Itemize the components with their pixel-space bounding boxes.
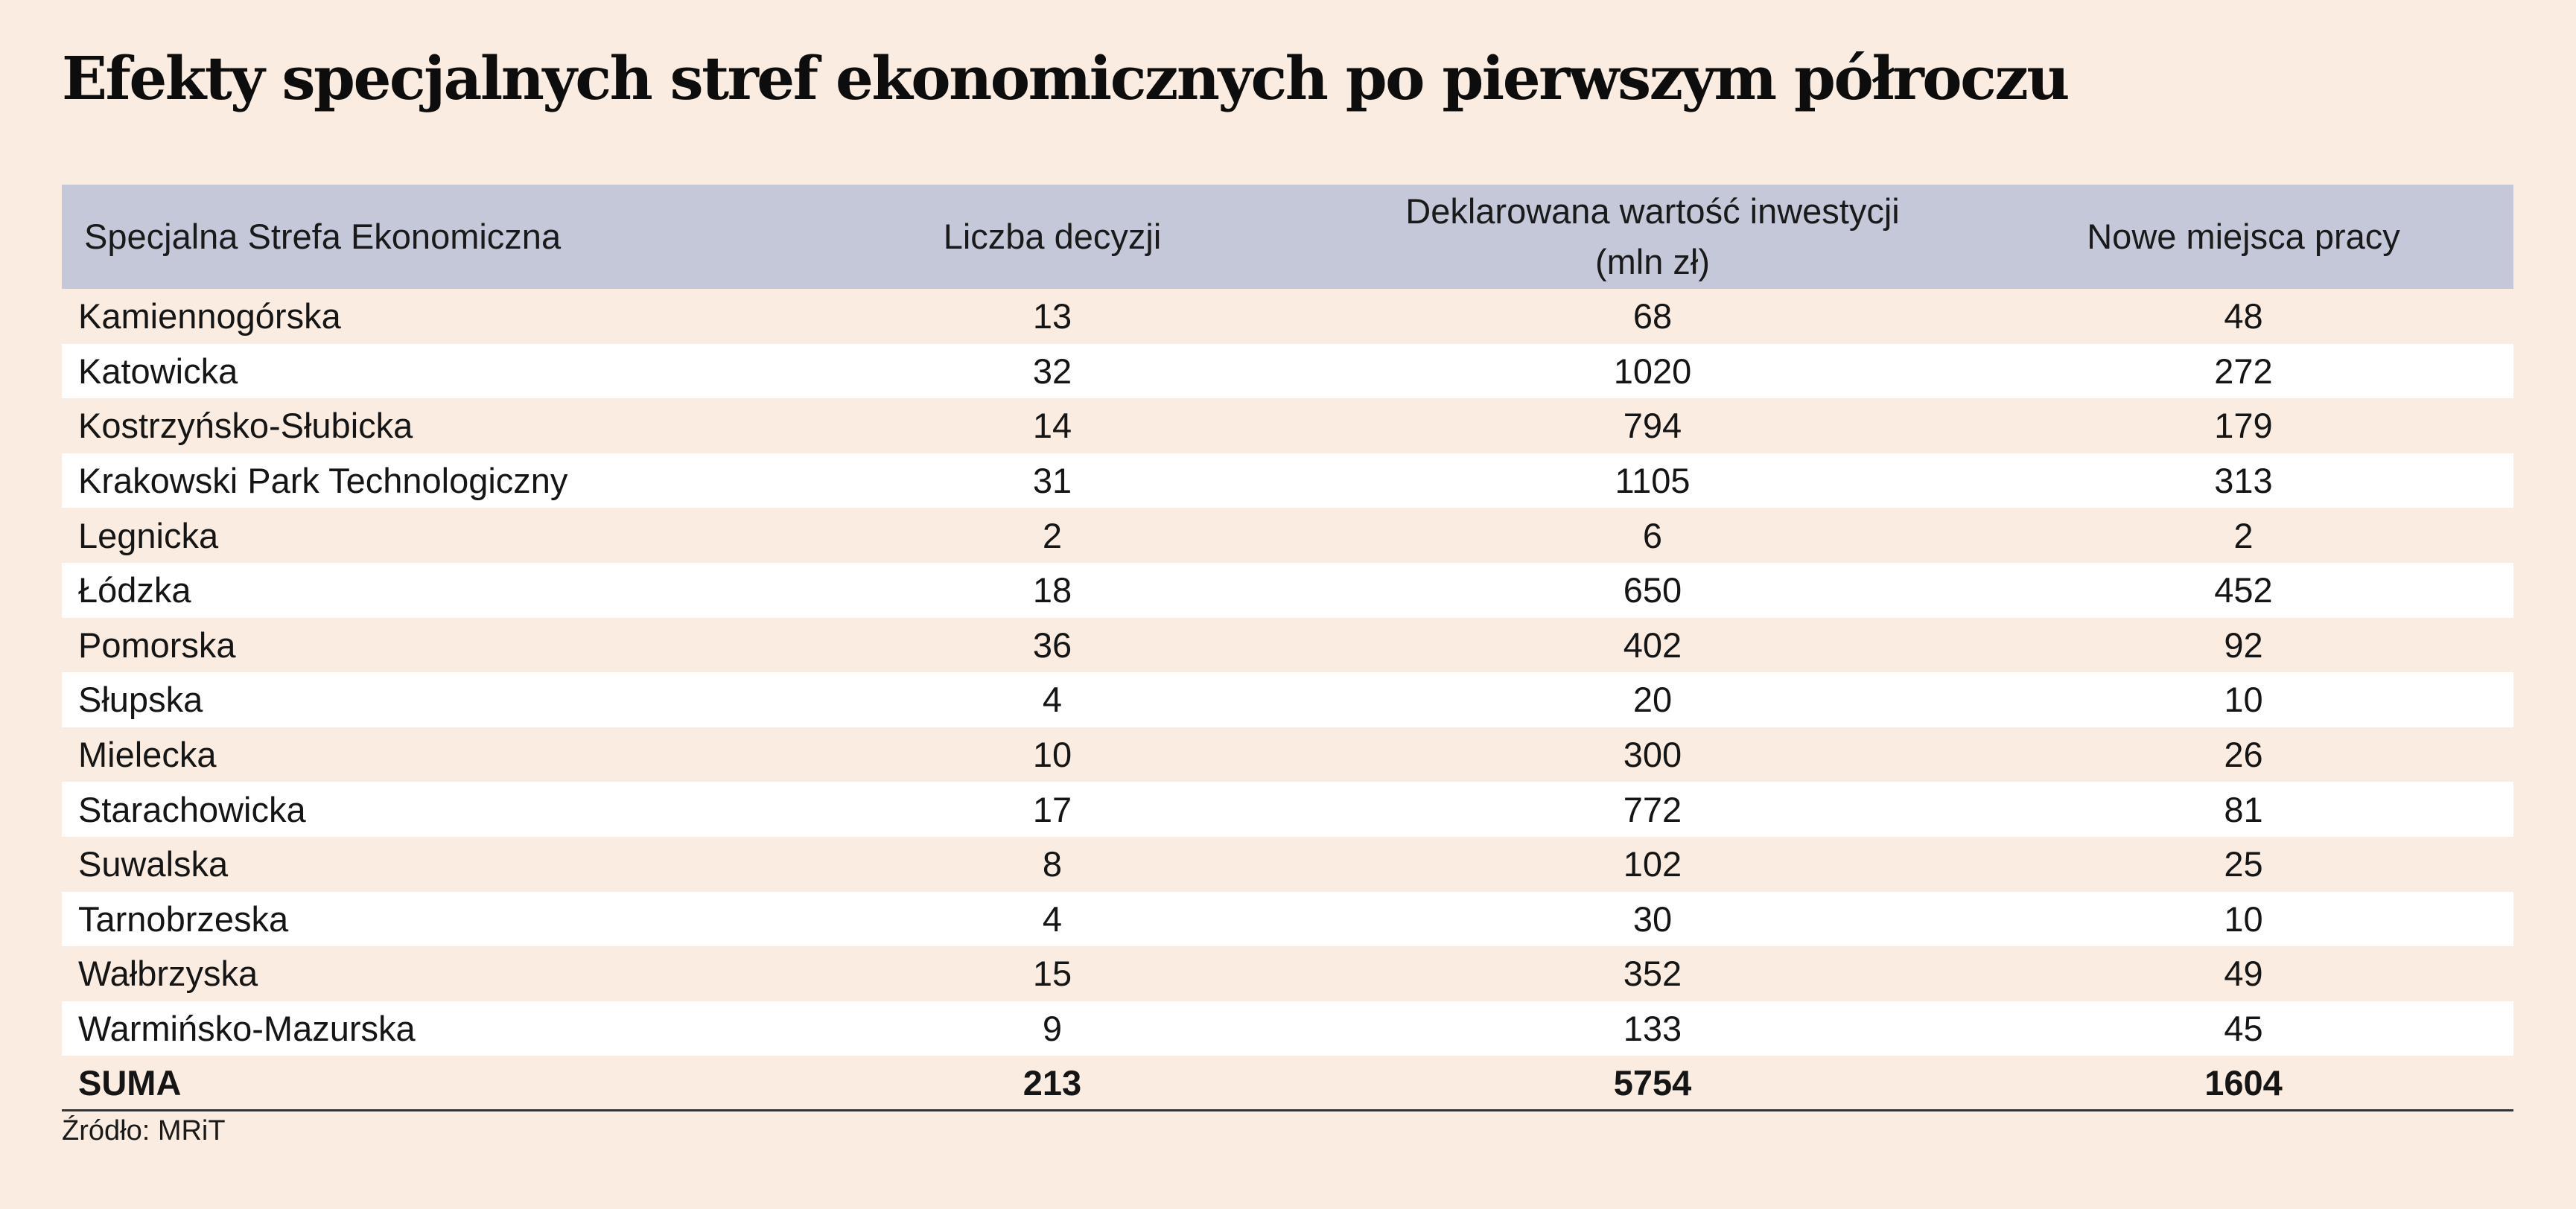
decisions-cell: 4 bbox=[1042, 680, 1063, 720]
jobs-cell: 10 bbox=[2224, 899, 2263, 939]
investment-cell: 402 bbox=[1623, 625, 1682, 665]
source-note: Źródło: MRiT bbox=[62, 1115, 226, 1146]
decisions-cell: 9 bbox=[1042, 1009, 1063, 1049]
table-row: Suwalska 8 102 25 bbox=[62, 836, 2513, 892]
header-investment: Deklarowana wartość inwestycji (mln zł) bbox=[1332, 185, 1974, 289]
investment-cell: 794 bbox=[1623, 406, 1682, 446]
header-investment-line1: Deklarowana wartość inwestycji bbox=[1405, 191, 1900, 231]
header-decisions: Liczba decyzji bbox=[943, 217, 1162, 256]
table-header: Specjalna Strefa Ekonomiczna Liczba decy… bbox=[62, 185, 2513, 289]
header-zone: Specjalna Strefa Ekonomiczna bbox=[84, 217, 562, 256]
jobs-cell: 26 bbox=[2224, 735, 2263, 775]
decisions-cell: 14 bbox=[1032, 406, 1072, 446]
decisions-cell: 31 bbox=[1032, 461, 1072, 501]
investment-cell: 300 bbox=[1623, 735, 1682, 775]
jobs-cell: 49 bbox=[2224, 954, 2263, 994]
zone-cell: Tarnobrzeska bbox=[78, 899, 289, 939]
table-row: Łódzka 18 650 452 bbox=[62, 562, 2513, 618]
total-investment-cell: 5754 bbox=[1613, 1062, 1692, 1103]
investment-cell: 1020 bbox=[1613, 351, 1692, 391]
decisions-cell: 15 bbox=[1032, 954, 1072, 994]
decisions-cell: 8 bbox=[1042, 844, 1063, 884]
investment-cell: 352 bbox=[1623, 954, 1682, 994]
table-row: Kostrzyńsko-Słubicka 14 794 179 bbox=[62, 398, 2513, 453]
table-row: Katowicka 32 1020 272 bbox=[62, 343, 2513, 399]
table-row: Krakowski Park Technologiczny 31 1105 313 bbox=[62, 453, 2513, 508]
zone-cell: Słupska bbox=[78, 680, 203, 720]
zone-cell: Wałbrzyska bbox=[78, 954, 258, 994]
table-row: Starachowicka 17 772 81 bbox=[62, 782, 2513, 837]
header-row: Specjalna Strefa Ekonomiczna Liczba decy… bbox=[62, 185, 2513, 289]
zone-cell: Łódzka bbox=[78, 570, 191, 610]
zone-cell: Suwalska bbox=[78, 844, 229, 884]
data-table-container: Specjalna Strefa Ekonomiczna Liczba decy… bbox=[62, 185, 2513, 1111]
table-row: Wałbrzyska 15 352 49 bbox=[62, 946, 2513, 1001]
data-table: Specjalna Strefa Ekonomiczna Liczba decy… bbox=[62, 185, 2513, 1111]
investment-cell: 68 bbox=[1632, 296, 1673, 336]
page-title: Efekty specjalnych stref ekonomicznych p… bbox=[62, 43, 2070, 113]
investment-cell: 772 bbox=[1623, 789, 1682, 829]
investment-cell: 30 bbox=[1632, 899, 1673, 939]
decisions-cell: 32 bbox=[1032, 351, 1072, 391]
decisions-cell: 2 bbox=[1042, 515, 1063, 555]
jobs-cell: 313 bbox=[2214, 461, 2273, 501]
jobs-cell: 179 bbox=[2214, 406, 2273, 446]
zone-cell: Starachowicka bbox=[78, 789, 306, 829]
investment-cell: 20 bbox=[1632, 680, 1673, 720]
investment-cell: 1105 bbox=[1615, 461, 1691, 501]
jobs-cell: 81 bbox=[2224, 789, 2263, 829]
decisions-cell: 13 bbox=[1032, 296, 1072, 336]
zone-cell: Mielecka bbox=[78, 735, 217, 775]
investment-cell: 650 bbox=[1623, 570, 1682, 610]
jobs-cell: 10 bbox=[2224, 680, 2263, 720]
zone-cell: Krakowski Park Technologiczny bbox=[78, 461, 568, 501]
zone-cell: Warmińsko-Mazurska bbox=[78, 1009, 416, 1049]
header-investment-unit: (mln zł) bbox=[1594, 242, 1711, 281]
investment-cell: 102 bbox=[1623, 844, 1682, 884]
decisions-cell: 17 bbox=[1032, 789, 1072, 829]
zone-cell: Kamiennogórska bbox=[78, 296, 341, 336]
decisions-cell: 18 bbox=[1032, 570, 1072, 610]
table-row: Pomorska 36 402 92 bbox=[62, 617, 2513, 673]
jobs-cell: 2 bbox=[2233, 515, 2254, 555]
investment-cell: 133 bbox=[1623, 1009, 1682, 1049]
zone-cell: Kostrzyńsko-Słubicka bbox=[78, 406, 413, 446]
table-row: Legnicka 2 6 2 bbox=[62, 508, 2513, 563]
zone-cell: Pomorska bbox=[78, 625, 236, 665]
table-row: Warmińsko-Mazurska 9 133 45 bbox=[62, 1001, 2513, 1056]
total-jobs-cell: 1604 bbox=[2204, 1062, 2283, 1103]
decisions-cell: 36 bbox=[1032, 625, 1072, 665]
jobs-cell: 25 bbox=[2224, 844, 2263, 884]
jobs-cell: 452 bbox=[2214, 570, 2273, 610]
total-decisions-cell: 213 bbox=[1023, 1062, 1082, 1103]
jobs-cell: 48 bbox=[2224, 296, 2263, 336]
table-row: Kamiennogórska 13 68 48 bbox=[62, 289, 2513, 344]
jobs-cell: 92 bbox=[2224, 625, 2263, 665]
table-row: Słupska 4 20 10 bbox=[62, 672, 2513, 727]
total-row: SUMA 213 5754 1604 bbox=[62, 1056, 2513, 1111]
header-jobs: Nowe miejsca pracy bbox=[2087, 217, 2400, 256]
zone-cell: Katowicka bbox=[78, 351, 238, 391]
zone-cell: Legnicka bbox=[78, 515, 219, 555]
total-zone-cell: SUMA bbox=[78, 1062, 182, 1103]
decisions-cell: 4 bbox=[1042, 899, 1063, 939]
table-body: Kamiennogórska 13 68 48 Katowicka 32 1020 272 Ko… bbox=[62, 289, 2513, 1111]
jobs-cell: 45 bbox=[2224, 1009, 2263, 1049]
investment-cell: 6 bbox=[1642, 515, 1663, 555]
table-row: Mielecka 10 300 26 bbox=[62, 727, 2513, 782]
jobs-cell: 272 bbox=[2214, 351, 2273, 391]
table-row: Tarnobrzeska 4 30 10 bbox=[62, 891, 2513, 947]
decisions-cell: 10 bbox=[1032, 735, 1072, 775]
